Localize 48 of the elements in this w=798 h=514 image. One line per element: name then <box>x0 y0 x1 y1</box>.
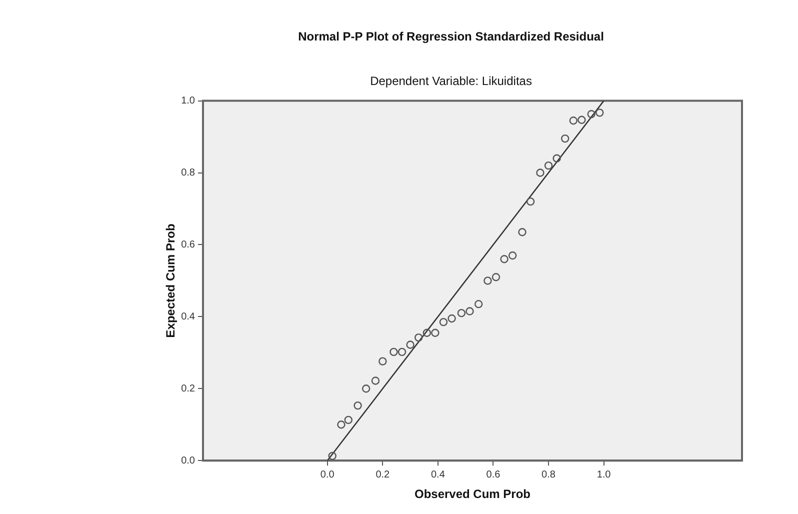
y-tick-label: 0.2 <box>181 383 196 394</box>
point <box>414 333 423 342</box>
point <box>526 197 535 206</box>
point <box>328 452 336 460</box>
point <box>569 116 578 125</box>
point <box>544 161 553 170</box>
point <box>457 308 466 318</box>
point <box>354 401 362 410</box>
point <box>587 110 596 118</box>
x-tick-label: 0.8 <box>542 469 556 480</box>
point <box>578 116 586 124</box>
x-axis-title: Observed Cum Prob <box>414 487 531 502</box>
point <box>439 318 448 326</box>
point <box>484 276 492 285</box>
point <box>371 376 380 385</box>
point <box>500 255 508 264</box>
point <box>406 340 414 349</box>
point <box>378 357 387 366</box>
x-tick-label: 0.6 <box>486 469 501 480</box>
x-tick-label: 0.4 <box>430 469 446 480</box>
point <box>422 328 431 337</box>
point <box>518 228 526 236</box>
chart-subtitle: Dependent Variable: Likuiditas <box>370 74 532 88</box>
point <box>508 251 517 260</box>
x-tick-label: 0.2 <box>376 469 390 480</box>
point <box>398 348 406 356</box>
point <box>448 314 456 323</box>
point <box>492 273 500 282</box>
point <box>560 134 570 143</box>
point <box>344 416 352 424</box>
point <box>536 168 544 177</box>
y-tick-label: 1.0 <box>181 96 196 107</box>
y-tick-label: 0.0 <box>181 455 196 466</box>
point <box>362 384 370 393</box>
point <box>466 307 474 316</box>
point <box>390 348 398 356</box>
y-axis-title: Expected Cum Prob <box>164 224 178 338</box>
x-tick-label: 1.0 <box>596 469 612 480</box>
point <box>596 108 604 117</box>
y-tick-label: 0.8 <box>181 168 196 179</box>
point <box>552 154 561 162</box>
point <box>474 300 483 308</box>
y-tick-label: 0.6 <box>181 239 196 250</box>
x-tick-label: 0.0 <box>320 469 335 480</box>
chart-title: Normal P-P Plot of Regression Standardized Residual <box>298 30 604 44</box>
y-tick-label: 0.4 <box>181 311 196 322</box>
point <box>431 328 440 337</box>
point <box>337 420 346 429</box>
